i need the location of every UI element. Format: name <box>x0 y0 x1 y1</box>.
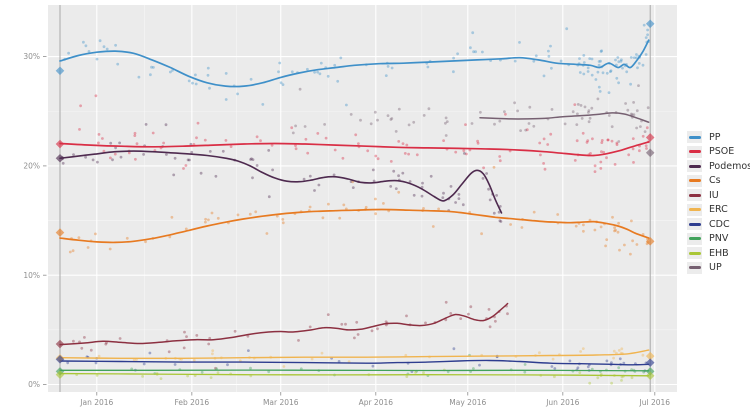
result-diamond-ehb <box>645 371 655 381</box>
legend-key-ehb-icon <box>687 247 702 260</box>
legend-label: PNV <box>709 233 729 244</box>
x-tick-label: Jan 2016 <box>79 398 113 407</box>
legend-key-erc-icon <box>687 203 702 216</box>
x-tick-label: May 2016 <box>449 398 486 407</box>
trend-line-psoe <box>59 141 650 157</box>
trend-line-up <box>479 112 650 123</box>
grid-major <box>48 5 677 392</box>
y-tick-label: 10% <box>23 271 40 280</box>
y-tick-label: 30% <box>23 52 40 61</box>
election-result-markers <box>55 19 655 381</box>
legend-label: EHB <box>709 247 729 259</box>
legend-key-pnv-icon <box>687 232 702 245</box>
legend-line-swatch-icon <box>688 135 701 139</box>
grid-minor <box>48 5 677 392</box>
legend-line-swatch-icon <box>688 164 701 168</box>
legend-label: PP <box>709 131 721 143</box>
legend-line-swatch-icon <box>688 193 701 197</box>
trend-line-pnv <box>59 369 650 372</box>
result-diamond-cs <box>55 228 65 237</box>
legend-label: CDC <box>709 218 730 230</box>
legend-item-ehb: EHB <box>687 246 750 261</box>
result-diamond-cdc <box>645 358 655 367</box>
legend-item-podemos: Podemos <box>687 159 750 174</box>
legend-key-iu-icon <box>687 189 702 202</box>
legend-label: ERC <box>709 204 728 215</box>
legend-line-swatch-icon <box>688 237 701 241</box>
y-tick-label: 20% <box>23 162 40 171</box>
result-diamond-ehb <box>55 370 65 379</box>
legend-line-swatch-icon <box>688 222 701 226</box>
result-diamond-psoe <box>55 139 65 149</box>
result-diamond-pp <box>645 19 655 29</box>
x-tick-label: Mar 2016 <box>263 398 299 407</box>
legend-key-pp-icon <box>687 131 702 144</box>
scatter-up <box>291 84 650 143</box>
scatter-psoe <box>78 94 650 174</box>
x-tick-label: Jun 2016 <box>545 398 579 407</box>
result-diamond-up <box>645 148 655 158</box>
legend-key-psoe-icon <box>687 145 702 158</box>
trend-line-erc <box>59 349 650 360</box>
result-diamond-pnv <box>645 367 655 376</box>
legend-label: UP <box>709 262 722 273</box>
legend-item-up: UP <box>687 261 750 276</box>
legend-label: Cs <box>709 175 721 186</box>
legend-item-cdc: CDC <box>687 217 750 232</box>
trend-line-cs <box>59 208 650 244</box>
result-diamond-cs <box>645 237 655 246</box>
legend-key-cs-icon <box>687 174 702 187</box>
legend-item-iu: IU <box>687 188 750 203</box>
trend-line-iu <box>59 302 509 346</box>
legend-item-pp: PP <box>687 130 750 145</box>
trend-line-podemos <box>59 150 503 214</box>
legend-line-swatch-icon <box>688 251 701 255</box>
legend-item-pnv: PNV <box>687 232 750 247</box>
legend-item-erc: ERC <box>687 203 750 218</box>
result-diamond-psoe <box>645 133 655 142</box>
trend-lines <box>59 39 650 377</box>
scatter-iu <box>72 300 509 370</box>
trend-line-cdc <box>59 359 650 366</box>
result-diamond-pp <box>55 66 65 76</box>
legend: PP PSOE Podemos Cs IU ERC CDC PNV EHB UP <box>687 130 750 275</box>
result-diamond-erc <box>645 351 655 361</box>
legend-item-cs: Cs <box>687 174 750 189</box>
y-tick-label: 0% <box>28 380 40 389</box>
legend-line-swatch-icon <box>688 266 701 270</box>
result-diamond-podemos <box>55 153 65 163</box>
legend-label: IU <box>709 189 719 201</box>
plot-panel <box>48 5 677 392</box>
trend-line-pp <box>59 39 650 88</box>
legend-key-up-icon <box>687 261 702 274</box>
x-axis: Jan 2016 Feb 2016 Mar 2016 Apr 2016 May 2016… <box>79 392 670 407</box>
trend-line-ehb <box>59 372 650 377</box>
x-tick-label: Apr 2016 <box>359 398 394 407</box>
legend-label: PSOE <box>709 146 735 157</box>
legend-key-podemos-icon <box>687 160 702 173</box>
result-diamond-iu <box>55 339 65 349</box>
legend-line-swatch-icon <box>688 208 701 212</box>
legend-key-cdc-icon <box>687 218 702 231</box>
legend-line-swatch-icon <box>688 150 701 154</box>
legend-label: Podemos <box>709 160 750 172</box>
legend-item-psoe: PSOE <box>687 145 750 160</box>
legend-line-swatch-icon <box>688 179 701 183</box>
y-axis: 0% 10% 20% 30% <box>23 52 47 389</box>
x-tick-label: Feb 2016 <box>174 398 209 407</box>
x-tick-label: Jul 2016 <box>639 398 671 407</box>
result-diamond-cdc <box>55 355 65 364</box>
